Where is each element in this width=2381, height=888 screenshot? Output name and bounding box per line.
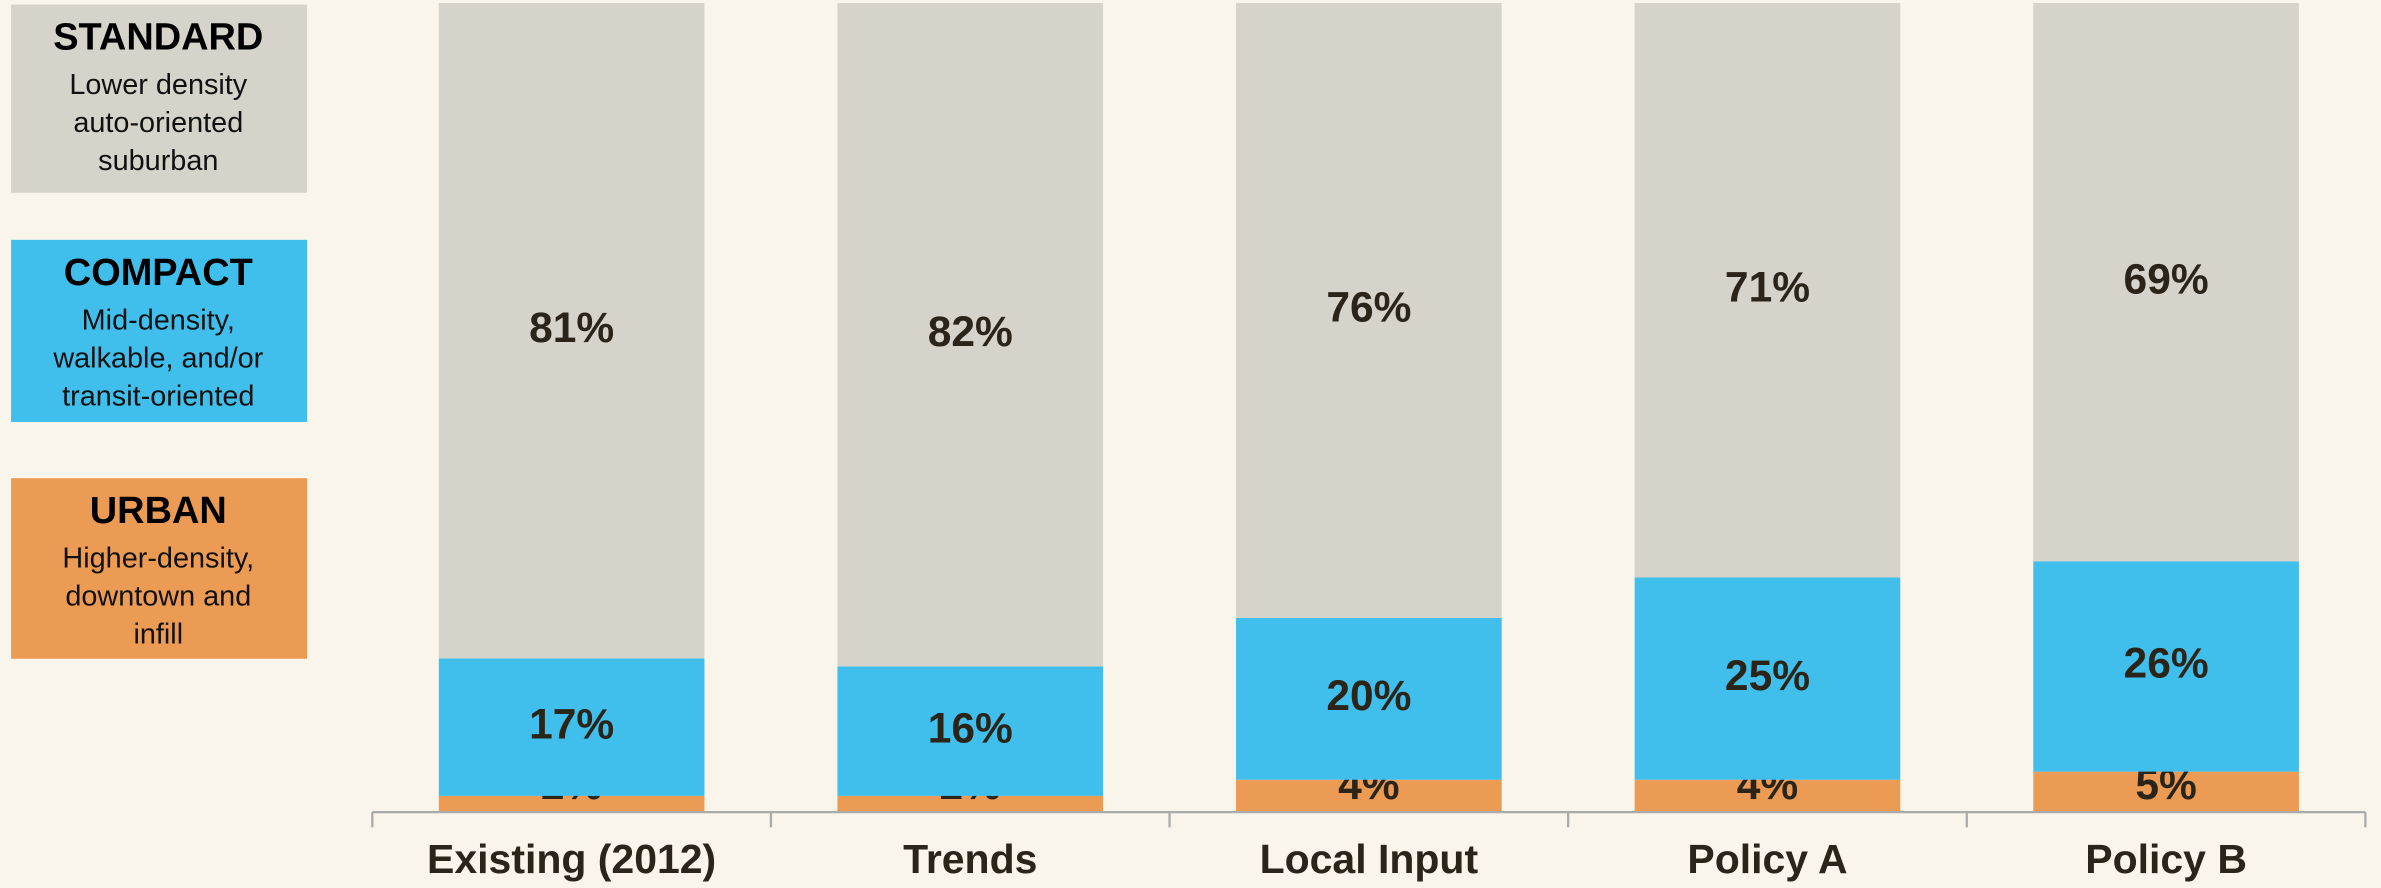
legend-description: walkable, and/or [52,342,263,374]
legend-swatch [11,239,308,422]
legend-description: downtown and [65,581,251,613]
legend-description: Lower density [69,69,247,101]
legend-swatch [11,478,308,659]
value-label: 20% [1326,673,1411,720]
value-label: 69% [2124,256,2209,303]
value-label: 82% [928,309,1013,356]
bar-segment [1236,3,1502,618]
value-label: 25% [1725,653,1810,700]
x-tick-label: Policy A [1687,836,1847,882]
value-label: 76% [1326,285,1411,332]
legend-description: suburban [98,145,218,177]
legend-name: STANDARD [53,16,263,58]
value-label: 81% [529,305,614,352]
x-tick-label: Policy B [2085,836,2247,882]
bar-segment [1634,577,1901,780]
bar-segment [837,3,1104,667]
x-tick-label: Local Input [1260,836,1479,882]
bar-segment [438,658,705,796]
bar-segment [837,795,1104,813]
legend-swatch [11,4,308,193]
bar-segment [2033,561,2299,772]
bar-segment [837,666,1104,796]
bar-segment [1634,779,1901,813]
x-tick-label: Existing (2012) [427,836,716,882]
bar-segment [438,795,705,813]
value-label: 17% [529,701,614,748]
legend-name: COMPACT [64,252,253,294]
bar-segment [1236,617,1502,780]
bar-segment [1634,3,1901,578]
x-tick-label: Trends [903,836,1037,882]
bar-segment [2033,3,2299,562]
value-label: 71% [1725,264,1810,311]
bar-segment [1236,779,1502,813]
legend-description: transit-oriented [62,380,254,412]
legend-description: Mid-density, [82,304,235,336]
bar-segment [2033,771,2299,813]
legend-description: auto-oriented [73,107,243,139]
bar-segment [438,3,705,659]
legend-description: infill [133,619,183,651]
legend-description: Higher-density, [62,543,254,575]
legend-name: URBAN [90,490,227,532]
value-label: 26% [2124,641,2209,688]
value-label: 16% [928,705,1013,752]
